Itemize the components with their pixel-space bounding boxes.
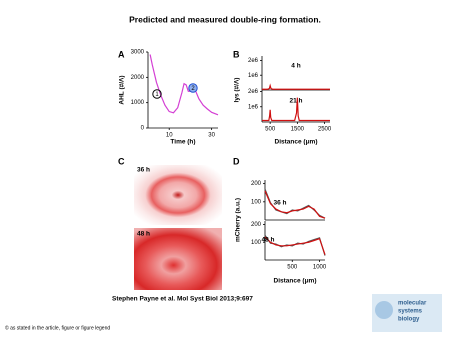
x-tick-label: 10 [166,133,173,139]
y-tick-label: 0 [141,126,145,132]
y-tick-label: 2e6 [248,58,259,64]
y-tick-label: 1000 [131,100,145,106]
annotation-text: 1 [155,92,159,98]
logo-text: biology [398,317,420,323]
y-axis-label: AHL (#/Λ) [119,75,126,104]
copyright-note: © as stated in the article, figure or fi… [5,324,110,331]
x-axis-label: Time (h) [170,139,195,146]
y-tick-label: 100 [251,240,262,246]
image-label: 36 h [137,167,150,174]
y-axis-label: lys (#/Λ) [234,78,241,103]
data-line [262,97,330,122]
logo-text: molecular [398,301,427,307]
y-tick-label: 200 [251,181,262,187]
data-line [264,236,326,255]
citation: Stephen Payne et al. Mol Syst Biol 2013;… [112,296,253,303]
data-line [262,83,330,90]
panel-c: C 36 h 48 h [118,156,222,290]
y-tick-label: 3000 [131,50,145,56]
y-tick-label: 1e6 [248,73,259,79]
panel-letter: D [233,156,240,166]
x-tick-label: 30 [208,133,215,139]
data-line [149,54,219,116]
series-label: 36 h [273,200,286,207]
panel-letter: B [233,49,240,59]
x-tick-label: 1500 [291,127,305,133]
journal-logo: molecular systems biology [372,294,442,332]
panel-letter: A [118,49,125,59]
series-label: 4 h [291,63,300,70]
logo-shape [375,301,393,319]
x-tick-label: 1000 [313,265,327,271]
data-line [264,190,326,219]
y-tick-label: 100 [251,199,262,205]
y-tick-label: 2000 [131,75,145,81]
x-tick-label: 2500 [318,127,332,133]
annotation-text: 2 [191,86,195,92]
y-tick-label: 2e6 [248,89,259,95]
image-label: 48 h [137,231,150,238]
series-label: 48 h [261,237,274,244]
panel-letter: C [118,156,125,166]
x-axis-label: Distance (μm) [275,139,318,146]
y-axis-label: mCherry (a.u.) [235,198,242,242]
x-axis-label: Distance (μm) [274,278,317,285]
x-tick-label: 500 [287,265,298,271]
figure-title: Predicted and measured double-ring forma… [129,14,321,24]
x-tick-label: 500 [265,127,276,133]
annotation-marker [188,83,198,93]
y-tick-label: 200 [251,222,262,228]
annotation-marker [152,89,162,99]
logo-text: systems [398,309,423,315]
series-label: 21 h [289,98,302,105]
microscopy-image [134,165,222,225]
microscopy-image [134,228,222,290]
y-tick-label: 1e6 [248,104,259,110]
